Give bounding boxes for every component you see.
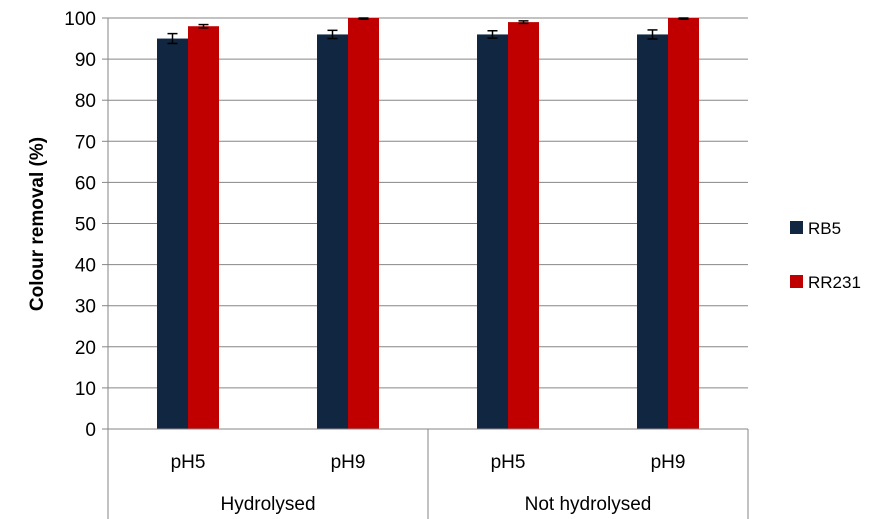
- y-tick-label: 90: [75, 50, 96, 71]
- x-tick-label: pH9: [331, 452, 366, 473]
- legend-swatch-rb5: [790, 221, 803, 234]
- x-tick-label: pH9: [651, 452, 686, 473]
- bar-rb5: [157, 38, 188, 430]
- x-tick-label: pH5: [171, 452, 206, 473]
- y-tick-label: 70: [75, 132, 96, 153]
- bar-rr231: [508, 22, 539, 430]
- y-tick-label: 0: [85, 420, 96, 441]
- bar-rr231: [668, 18, 699, 429]
- x-tick-label: pH5: [491, 452, 526, 473]
- bar-rb5: [477, 34, 508, 429]
- axes: 0 10 20 30 40 50 60 70 80 90 100 pH5 pH9 pH5 pH9 Hydrol…: [64, 9, 749, 519]
- group-label: Not hydrolysed: [525, 494, 652, 515]
- bar-rr231: [348, 18, 379, 429]
- bar-rb5: [317, 34, 348, 429]
- y-tick-label: 10: [75, 379, 96, 400]
- y-tick-label: 80: [75, 91, 96, 112]
- legend-swatch-rr231: [790, 275, 803, 288]
- group-label: Hydrolysed: [220, 494, 315, 515]
- y-tick-label: 60: [75, 173, 96, 194]
- y-axis-title: Colour removal (%): [27, 137, 48, 311]
- bar-rr231: [188, 26, 219, 429]
- bars: [157, 17, 699, 430]
- y-tick-label: 40: [75, 256, 96, 277]
- y-tick-label: 20: [75, 338, 96, 359]
- y-tick-label: 50: [75, 215, 96, 236]
- legend-label-rr231: RR231: [808, 273, 861, 292]
- y-tick-label: 100: [64, 9, 96, 30]
- legend: RB5 RR231: [790, 219, 861, 292]
- y-tick-label: 30: [75, 297, 96, 318]
- legend-label-rb5: RB5: [808, 219, 841, 238]
- bar-rb5: [637, 34, 668, 429]
